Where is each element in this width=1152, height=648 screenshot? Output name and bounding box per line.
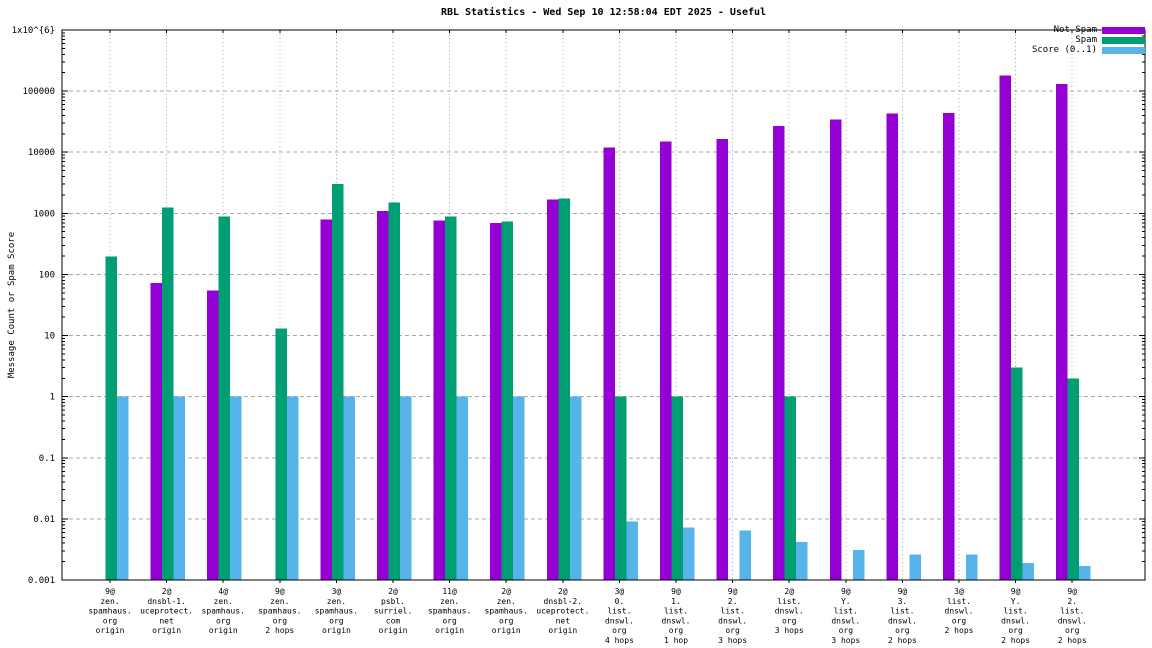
y-tick-label: 0.01	[33, 515, 55, 525]
bar-spam-2	[218, 216, 231, 580]
bar-not-spam-11	[716, 138, 729, 581]
x-tick-label: 3@ 0. list. dnswl. org 4 hops	[605, 587, 634, 645]
bar-not-spam-5	[377, 210, 389, 581]
x-tick-label: 2@ list. dnswl. org 3 hops	[775, 587, 804, 635]
legend-row-score: Score (0..1)	[1031, 45, 1145, 55]
x-tick-label: 2@ zen. spamhaus. org origin	[485, 587, 528, 635]
y-tick-label: 100000	[22, 87, 55, 97]
bar-not-spam-16	[999, 75, 1012, 581]
bar-score-0-1--4	[343, 396, 355, 580]
bar-spam-8	[558, 198, 570, 580]
bar-score-0-1--16	[1022, 562, 1035, 580]
bar-score-0-1--1	[173, 396, 186, 580]
axis-ticks	[62, 30, 1145, 583]
legend-swatch-score	[1102, 46, 1145, 54]
y-tick-label: 1x10^{6}	[12, 26, 55, 36]
bar-score-0-1--9	[626, 521, 638, 580]
x-tick-label: 11@ zen. spamhaus. org origin	[428, 587, 471, 635]
bar-not-spam-7	[490, 222, 502, 580]
y-tick-label: 0.001	[28, 576, 55, 586]
bar-spam-7	[501, 221, 514, 580]
legend-label-score: Score (0..1)	[1031, 45, 1097, 55]
bar-score-0-1--5	[400, 396, 412, 580]
bar-not-spam-1	[150, 283, 163, 580]
chart-title: RBL Statistics - Wed Sep 10 12:58:04 EDT…	[440, 7, 767, 18]
bar-not-spam-4	[320, 219, 332, 580]
bar-score-0-1--13	[852, 549, 865, 580]
x-tick-label: 9@ 2. list. dnswl. org 3 hops	[718, 587, 747, 645]
y-tick-label: 0.1	[39, 454, 55, 464]
x-tick-label: 3@ zen. spamhaus. org origin	[315, 587, 358, 635]
bar-score-0-1--2	[230, 396, 242, 580]
bar-spam-0	[105, 256, 117, 580]
bar-not-spam-14	[886, 113, 898, 581]
legend-label-spam: Spam	[1075, 35, 1097, 45]
legend-swatch-not-spam	[1102, 26, 1145, 34]
bar-not-spam-6	[433, 220, 446, 580]
x-tick-label: 9@ 1. list. dnswl. org 1 hop	[662, 587, 691, 645]
bar-score-0-1--6	[456, 396, 469, 580]
bar-spam-1	[162, 207, 174, 580]
x-tick-label: 9@ Y. list. dnswl. org 2 hops	[1001, 587, 1030, 645]
x-tick-label: 9@ zen. spamhaus. org origin	[88, 587, 131, 635]
y-tick-label: 1000	[33, 209, 55, 219]
x-tick-label: 2@ psbl. surriel. com origin	[374, 587, 413, 635]
legend-row-not-spam: Not Spam	[1032, 25, 1145, 35]
bar-score-0-1--8	[569, 396, 582, 580]
bar-score-0-1--0	[117, 396, 129, 580]
bar-not-spam-13	[829, 119, 842, 581]
x-tick-label: 3@ list. dnswl. org 2 hops	[945, 587, 974, 635]
bar-score-0-1--10	[683, 527, 695, 580]
bar-not-spam-8	[546, 199, 559, 580]
bar-not-spam-9	[603, 147, 615, 580]
bar-spam-10	[671, 396, 683, 580]
bars	[105, 75, 1091, 581]
x-tick-label: 9@ zen. spamhaus. org 2 hops	[258, 587, 301, 635]
x-tick-label: 4@ zen. spamhaus. org origin	[202, 587, 245, 635]
bar-spam-12	[784, 396, 797, 580]
y-tick-label: 10000	[28, 148, 55, 158]
chart-legend: Not Spam Spam Score (0..1)	[1031, 25, 1145, 55]
y-tick-label: 100	[39, 270, 55, 280]
x-tick-label: 2@ dnsbl-2. uceprotect. net origin	[536, 587, 589, 635]
bar-not-spam-10	[660, 141, 672, 580]
x-tick-label: 9@ Y. list. dnswl. org 3 hops	[831, 587, 860, 645]
bar-score-0-1--17	[1079, 565, 1091, 580]
bar-spam-5	[388, 202, 400, 580]
bar-score-0-1--7	[513, 396, 525, 580]
bar-spam-6	[445, 216, 457, 580]
bar-spam-4	[331, 184, 344, 581]
bar-not-spam-2	[207, 290, 219, 580]
bar-spam-9	[614, 396, 627, 580]
bar-not-spam-17	[1056, 84, 1068, 581]
x-tick-label: 2@ dnsbl-1. uceprotect. net origin	[140, 587, 193, 635]
bar-spam-3	[275, 328, 287, 580]
bar-score-0-1--15	[966, 554, 978, 580]
plot-border	[61, 29, 1146, 581]
bar-score-0-1--3	[286, 396, 299, 580]
bar-score-0-1--11	[739, 530, 752, 580]
bar-score-0-1--12	[796, 541, 808, 580]
bar-spam-17	[1067, 378, 1080, 580]
y-tick-label: 1	[50, 393, 55, 403]
bar-not-spam-15	[943, 112, 955, 580]
y-tick-label: 10	[44, 332, 55, 342]
legend-swatch-spam	[1102, 36, 1145, 44]
x-tick-label: 9@ 2. list. dnswl. org 2 hops	[1058, 587, 1087, 645]
legend-row-spam: Spam	[1032, 35, 1145, 45]
legend-label-not-spam: Not Spam	[1053, 25, 1097, 35]
bar-spam-16	[1011, 367, 1023, 580]
x-tick-label: 9@ 3. list. dnswl. org 2 hops	[888, 587, 917, 645]
bar-not-spam-12	[773, 125, 785, 580]
bar-score-0-1--14	[909, 554, 921, 580]
y-tick-labels: 1x10^{6} 100000 10000 1000 100 10 1 0.1 0.01 0.00…	[12, 26, 55, 586]
